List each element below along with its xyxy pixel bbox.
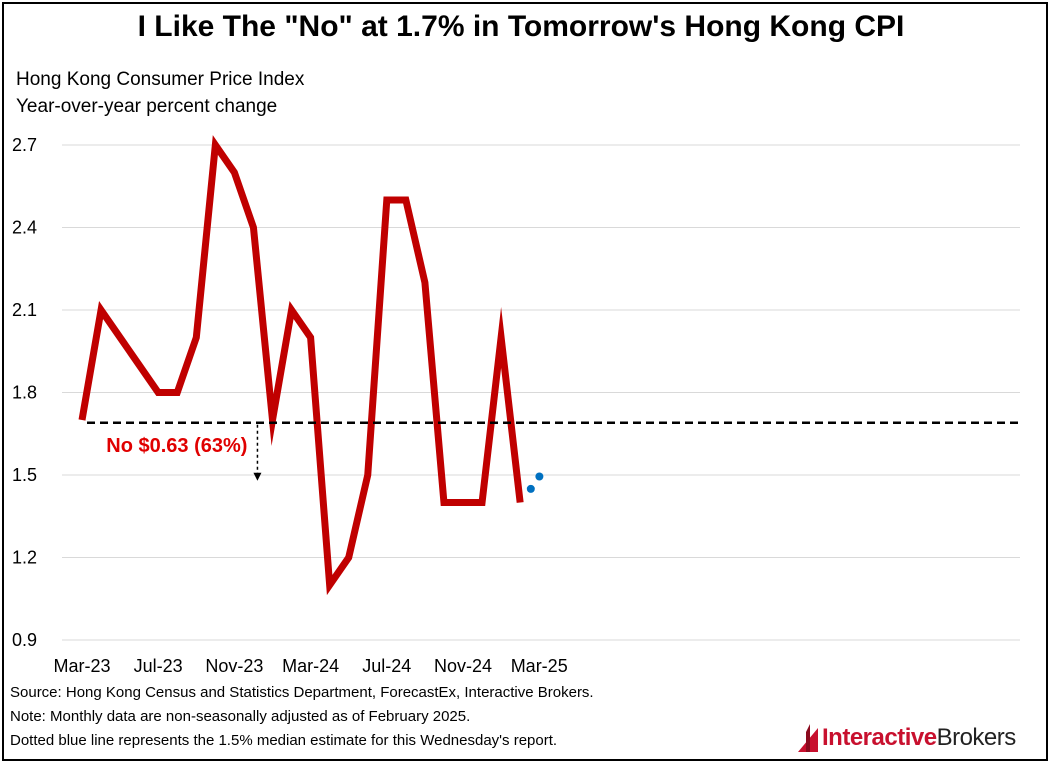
annotation-arrow-head (253, 472, 262, 481)
subtitle-line-1: Hong Kong Consumer Price Index (16, 69, 305, 90)
cpi-series-line (78, 135, 524, 596)
data-note: Note: Monthly data are non-seasonally ad… (10, 708, 471, 725)
annotation-label: No $0.63 (63%) (106, 435, 247, 457)
gridlines (62, 144, 1020, 641)
y-tick-label: 1.2 (12, 548, 37, 568)
logo-text-brokers: Brokers (936, 724, 1017, 751)
x-tick-label: Mar-24 (282, 656, 339, 676)
x-tick-label: Mar-25 (511, 656, 568, 676)
x-tick-label: Mar-23 (53, 656, 110, 676)
annotation-layer: No $0.63 (63%) (106, 424, 262, 481)
source-note: Source: Hong Kong Census and Statistics … (10, 684, 594, 701)
x-tick-label: Jul-23 (134, 656, 183, 676)
estimate-dot (526, 484, 535, 493)
dotted-line-note: Dotted blue line represents the 1.5% med… (10, 732, 558, 749)
y-tick-label: 2.7 (12, 135, 37, 155)
chart-title: I Like The "No" at 1.7% in Tomorrow's Ho… (137, 10, 905, 43)
y-tick-label: 2.1 (12, 300, 37, 320)
x-tick-label: Nov-23 (205, 656, 263, 676)
y-axis-tick-labels: 2.7 2.4 2.1 1.8 1.5 1.2 0.9 (12, 135, 37, 650)
subtitle-line-2: Year-over-year percent change (16, 96, 278, 117)
logo-text-interactive: Interactive (822, 724, 937, 751)
x-tick-label: Jul-24 (362, 656, 411, 676)
x-tick-label: Nov-24 (434, 656, 492, 676)
footer-notes: Source: Hong Kong Census and Statistics … (10, 681, 594, 753)
y-tick-label: 0.9 (12, 630, 37, 650)
y-tick-label: 2.4 (12, 218, 37, 238)
series-layer (78, 135, 544, 596)
estimate-dot (535, 472, 544, 481)
y-tick-label: 1.5 (12, 465, 37, 485)
chart-subtitle: Hong Kong Consumer Price Index Year-over… (16, 66, 304, 120)
interactive-brokers-logo-icon (798, 724, 818, 752)
y-tick-label: 1.8 (12, 383, 37, 403)
x-axis-tick-labels: Mar-23 Jul-23 Nov-23 Mar-24 Jul-24 Nov-24 Mar-… (53, 656, 567, 676)
interactive-brokers-logo: Interactive Brokers (796, 722, 1016, 754)
